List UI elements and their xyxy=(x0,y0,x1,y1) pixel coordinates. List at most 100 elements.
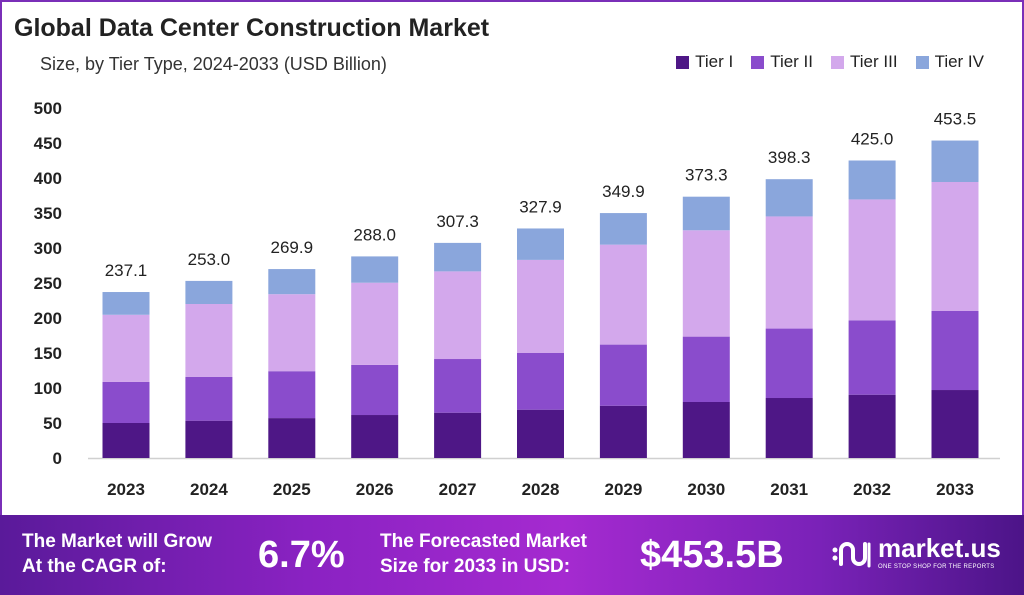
legend-label: Tier IV xyxy=(934,52,984,71)
logo-tagline: ONE STOP SHOP FOR THE REPORTS xyxy=(878,564,995,570)
y-tick-label: 250 xyxy=(34,274,62,293)
cagr-label: The Market will Grow At the CAGR of: xyxy=(22,529,212,579)
data-label-total: 425.0 xyxy=(851,130,894,149)
data-label-total: 453.5 xyxy=(934,110,977,129)
bar-segment-tier-ii xyxy=(434,359,482,413)
data-label-total: 398.3 xyxy=(768,148,811,167)
bar-segment-tier-ii xyxy=(682,336,730,402)
stacked-bar-chart: 0 50 100 150 200 250 300 350 400 450 500 237.1 2023 2… xyxy=(34,99,1000,499)
bar-segment-tier-ii xyxy=(185,376,233,421)
logo-text: market.us ONE STOP SHOP FOR THE REPORTS xyxy=(878,535,1001,571)
bar-segment-tier-iii xyxy=(268,294,316,372)
bar-segment-tier-i xyxy=(931,390,979,458)
bar-segment-tier-iii xyxy=(185,304,233,377)
bar-segment-tier-i xyxy=(268,418,316,458)
market-us-logo: market.us ONE STOP SHOP FOR THE REPORTS xyxy=(832,535,1001,571)
bar-segment-tier-iii xyxy=(682,230,730,337)
bar-segment-tier-ii xyxy=(102,381,150,423)
logo-icon xyxy=(832,542,871,568)
data-label-total: 327.9 xyxy=(519,197,562,216)
x-tick-label: 2024 xyxy=(190,480,228,499)
bar-segment-tier-i xyxy=(102,423,150,458)
bar-segment-tier-i xyxy=(599,405,647,458)
y-tick-label: 0 xyxy=(53,449,62,468)
x-tick-label: 2026 xyxy=(356,480,394,499)
y-tick-label: 300 xyxy=(34,239,62,258)
x-tick-label: 2023 xyxy=(107,480,145,499)
data-label-total: 237.1 xyxy=(105,261,148,280)
bar-segment-tier-iii xyxy=(848,199,896,321)
bar-segment-tier-iii xyxy=(434,271,482,360)
x-tick-label: 2032 xyxy=(853,480,891,499)
bar-segment-tier-i xyxy=(351,415,399,458)
x-tick-label: 2033 xyxy=(936,480,974,499)
legend-item-tier-ii: Tier II xyxy=(751,52,813,72)
legend-swatch xyxy=(676,55,690,69)
bar-segment-tier-iv xyxy=(434,242,482,272)
bar-segment-tier-iii xyxy=(765,216,813,329)
bar-segment-tier-iv xyxy=(931,140,979,182)
y-tick-label: 100 xyxy=(34,379,62,398)
legend-label: Tier III xyxy=(850,52,898,71)
bar-segment-tier-iv xyxy=(599,213,647,245)
bar-segment-tier-i xyxy=(434,412,482,458)
data-label-total: 307.3 xyxy=(436,212,479,231)
legend-item-tier-iii: Tier III xyxy=(831,52,898,72)
legend-swatch xyxy=(915,55,929,69)
cagr-value: 6.7% xyxy=(258,534,345,576)
bar-segment-tier-iv xyxy=(517,228,564,260)
bar-segment-tier-iv xyxy=(848,160,896,200)
data-label-total: 269.9 xyxy=(271,238,314,257)
bar-segment-tier-ii xyxy=(931,311,979,391)
bar-segment-tier-i xyxy=(185,420,233,458)
forecast-value: $453.5B xyxy=(640,534,784,576)
x-tick-label: 2029 xyxy=(604,480,642,499)
bar-segment-tier-iv xyxy=(102,292,150,315)
bar-segment-tier-iii xyxy=(599,244,647,345)
bar-segment-tier-i xyxy=(682,402,730,458)
y-tick-label: 150 xyxy=(34,344,62,363)
chart-title: Global Data Center Construction Market xyxy=(14,14,490,42)
summary-banner: The Market will Grow At the CAGR of: 6.7… xyxy=(0,515,1024,595)
legend-swatch xyxy=(751,55,765,69)
bar-segment-tier-ii xyxy=(351,364,399,416)
bar-segment-tier-i xyxy=(517,409,564,458)
y-tick-label: 400 xyxy=(34,169,62,188)
bar-segment-tier-iii xyxy=(351,282,399,365)
bar-segment-tier-ii xyxy=(517,353,564,410)
y-tick-label: 200 xyxy=(34,309,62,328)
legend-label: Tier I xyxy=(695,52,734,71)
bar-segment-tier-ii xyxy=(268,371,316,419)
bar-segment-tier-iii xyxy=(102,314,150,382)
legend-item-tier-i: Tier I xyxy=(676,52,733,72)
forecast-label: The Forecasted Market Size for 2033 in U… xyxy=(380,529,587,579)
y-tick-label: 450 xyxy=(34,134,62,153)
y-tick-label: 50 xyxy=(43,414,62,433)
bar-segment-tier-iv xyxy=(765,179,813,217)
y-tick-label: 500 xyxy=(34,99,62,118)
legend-item-tier-iv: Tier IV xyxy=(915,52,984,72)
bar-segment-tier-ii xyxy=(765,328,813,399)
bar-segment-tier-i xyxy=(848,394,896,458)
bar-segment-tier-iii xyxy=(517,259,564,353)
bar-segment-tier-i xyxy=(765,398,813,458)
legend-label: Tier II xyxy=(770,52,814,71)
data-label-total: 253.0 xyxy=(188,250,231,269)
logo-name: market.us xyxy=(878,533,1001,563)
bar-segment-tier-iv xyxy=(682,196,730,231)
x-tick-label: 2028 xyxy=(522,480,560,499)
bar-segment-tier-iv xyxy=(351,256,399,283)
bar-segment-tier-iii xyxy=(931,181,979,311)
bar-segment-tier-iv xyxy=(268,269,316,295)
data-label-total: 349.9 xyxy=(602,182,645,201)
y-tick-label: 350 xyxy=(34,204,62,223)
x-tick-label: 2030 xyxy=(687,480,725,499)
legend-swatch xyxy=(831,55,845,69)
cagr-label-line-2: At the CAGR of: xyxy=(22,556,167,577)
chart-subtitle: Size, by Tier Type, 2024-2033 (USD Billi… xyxy=(40,54,387,74)
x-tick-label: 2031 xyxy=(770,480,808,499)
cagr-label-line-1: The Market will Grow xyxy=(22,531,213,552)
bar-segment-tier-ii xyxy=(599,344,647,406)
bar-segment-tier-iv xyxy=(185,280,233,304)
